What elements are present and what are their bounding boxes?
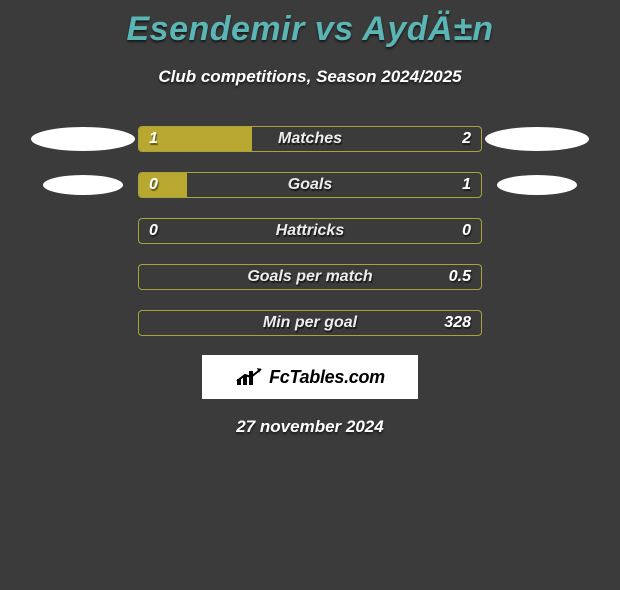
stat-right-value: 328 [444, 311, 471, 335]
player-left-token [28, 127, 138, 151]
player-avatar-placeholder [31, 127, 135, 151]
date-label: 27 november 2024 [0, 417, 620, 437]
site-logo[interactable]: FcTables.com [202, 355, 418, 399]
player-avatar-placeholder [43, 175, 123, 195]
stat-row: 0Goals1 [0, 171, 620, 199]
stat-label: Min per goal [139, 311, 481, 335]
stat-right-value: 1 [462, 173, 471, 197]
page-title: Esendemir vs AydÄ±n [0, 10, 620, 49]
logo-chart-icon [235, 367, 263, 387]
stat-bar: 1Matches2 [138, 126, 482, 152]
player-avatar-placeholder [485, 127, 589, 151]
player-right-token [482, 175, 592, 195]
logo-text: FcTables.com [269, 367, 385, 388]
comparison-rows: 1Matches20Goals10Hattricks0Goals per mat… [0, 125, 620, 337]
stat-label: Hattricks [139, 219, 481, 243]
stat-bar: Min per goal328 [138, 310, 482, 336]
stat-bar: 0Goals1 [138, 172, 482, 198]
stat-row: Min per goal328 [0, 309, 620, 337]
stat-right-value: 0 [462, 219, 471, 243]
stat-right-value: 2 [462, 127, 471, 151]
player-left-token [28, 175, 138, 195]
player-right-token [482, 127, 592, 151]
stat-label: Goals [139, 173, 481, 197]
player-avatar-placeholder [497, 175, 577, 195]
stat-row: Goals per match0.5 [0, 263, 620, 291]
stat-label: Matches [139, 127, 481, 151]
subtitle: Club competitions, Season 2024/2025 [0, 67, 620, 87]
stat-bar: Goals per match0.5 [138, 264, 482, 290]
stat-label: Goals per match [139, 265, 481, 289]
stat-right-value: 0.5 [449, 265, 471, 289]
stat-bar: 0Hattricks0 [138, 218, 482, 244]
stat-row: 0Hattricks0 [0, 217, 620, 245]
stat-row: 1Matches2 [0, 125, 620, 153]
